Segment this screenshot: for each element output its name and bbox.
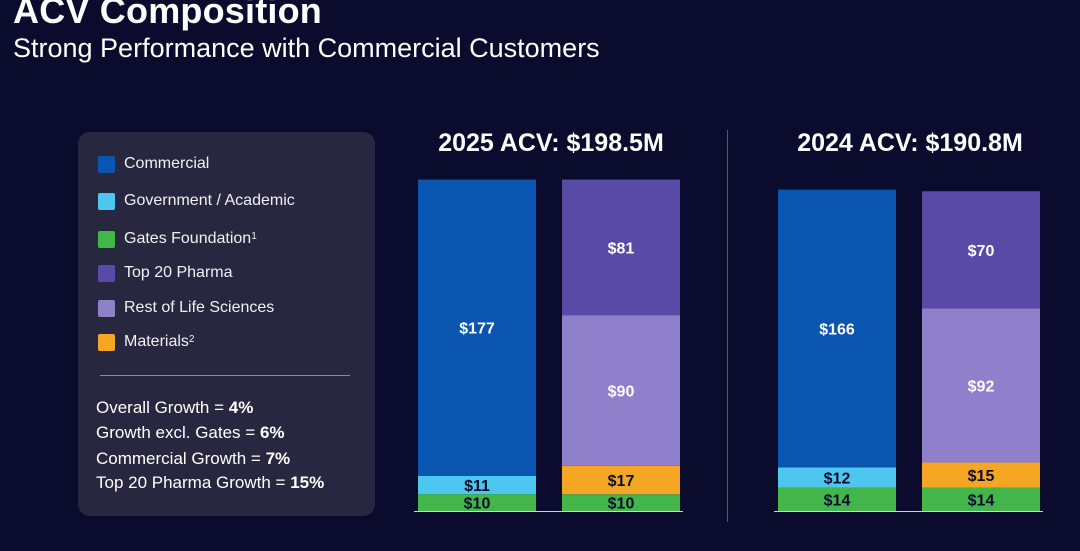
bar-segment-government-academic: [778, 467, 896, 488]
stat-value: 4%: [228, 398, 254, 417]
bar-segment-materials: [922, 462, 1040, 488]
data-label-commercial: $166: [819, 322, 855, 339]
data-label-rest-of-life-sciences: $90: [608, 383, 635, 400]
stat-growth-excl-gates: Growth excl. Gates = 6%: [96, 423, 285, 443]
legend-divider: [100, 375, 350, 376]
legend-swatch-rest-of-life-sciences: [98, 299, 115, 317]
data-label-materials: $15: [968, 468, 995, 485]
bar-segment-gates-foundation: [922, 487, 1040, 511]
legend-item-top-20-pharma: Top 20 Pharma: [98, 263, 233, 283]
legend-item-rest-of-life-sciences: Rest of Life Sciences: [98, 298, 274, 318]
stat-label: Growth excl. Gates =: [96, 423, 260, 442]
legend-item-gates-foundation: Gates Foundation 1: [98, 229, 257, 249]
footnote-marker: 2: [188, 333, 195, 345]
data-label-gates-foundation: $10: [608, 496, 635, 513]
footnote-marker: 1: [251, 230, 257, 242]
data-label-gates-foundation: $10: [464, 496, 491, 513]
page-title: ACV Composition: [13, 0, 322, 31]
stat-label: Top 20 Pharma Growth =: [96, 473, 291, 492]
bar-segment-gates-foundation: [418, 494, 536, 511]
data-label-gates-foundation: $14: [824, 492, 851, 509]
legend-label: Gates Foundation: [124, 230, 252, 247]
data-label-gates-foundation: $14: [968, 492, 995, 509]
legend-item-commercial: Commercial: [98, 154, 209, 174]
chart-divider: [727, 130, 728, 522]
chart-title: 2025 ACV: $198.5M: [438, 129, 664, 157]
legend-label: Rest of Life Sciences: [124, 299, 275, 316]
stat-value: 7%: [265, 449, 291, 468]
data-label-commercial: $177: [459, 321, 495, 338]
bar-segment-government-academic: [418, 475, 536, 495]
bar-segment-gates-foundation: [778, 487, 896, 511]
data-label-materials: $17: [608, 473, 635, 490]
stat-top-20-pharma-growth: Top 20 Pharma Growth = 15%: [96, 473, 324, 493]
legend-item-government-academic: Government / Academic: [98, 191, 295, 211]
legend-label: Government / Academic: [124, 192, 295, 209]
data-label-government-academic: $11: [464, 478, 490, 495]
legend-swatch-top-20-pharma: [98, 264, 115, 282]
stat-value: 6%: [259, 423, 285, 442]
data-label-government-academic: $12: [824, 471, 851, 488]
stat-label: Commercial Growth =: [96, 449, 266, 468]
legend-panel: Commercial Government / Academic Gates F…: [78, 132, 375, 516]
legend-swatch-commercial: [98, 155, 115, 173]
bar-segment-commercial: [778, 189, 896, 468]
bar-segment-top-20-pharma: [562, 179, 680, 316]
stat-overall-growth: Overall Growth = 4%: [96, 398, 253, 418]
data-label-rest-of-life-sciences: $92: [968, 378, 995, 395]
legend-label: Materials: [124, 333, 189, 350]
legend-label: Commercial: [124, 155, 210, 172]
chart-title: 2024 ACV: $190.8M: [797, 129, 1023, 157]
legend-swatch-materials: [98, 333, 115, 351]
bar-segment-rest-of-life-sciences: [922, 308, 1040, 463]
legend-swatch-government-academic: [98, 192, 115, 210]
data-label-top-20-pharma: $70: [968, 243, 995, 260]
bar-segment-gates-foundation: [562, 494, 680, 511]
data-label-top-20-pharma: $81: [608, 240, 635, 257]
bar-segment-commercial: [418, 179, 536, 476]
page-subtitle: Strong Performance with Commercial Custo…: [13, 33, 600, 63]
bar-segment-rest-of-life-sciences: [562, 315, 680, 466]
legend-swatch-gates-foundation: [98, 230, 115, 248]
bar-segment-top-20-pharma: [922, 191, 1040, 309]
stat-commercial-growth: Commercial Growth = 7%: [96, 449, 290, 469]
stat-value: 15%: [290, 473, 325, 492]
bar-segment-materials: [562, 465, 680, 495]
stat-label: Overall Growth =: [96, 398, 229, 417]
legend-label: Top 20 Pharma: [124, 264, 233, 281]
legend-item-materials: Materials 2: [98, 332, 194, 352]
chart-1: 2024 ACV: $190.8M $14 $12 $166 $14 $15 $92 $70: [774, 129, 1043, 512]
chart-0: 2025 ACV: $198.5M$10$11$177$10$17$90$81: [414, 129, 683, 513]
